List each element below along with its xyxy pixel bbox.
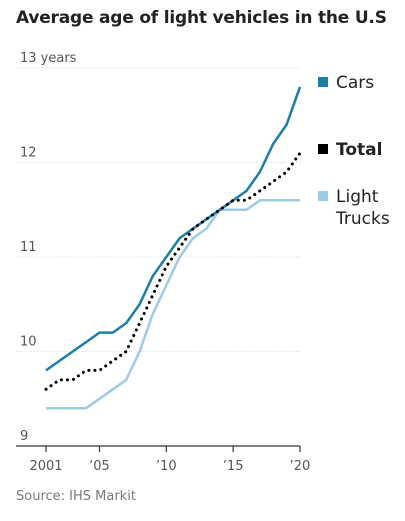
grid-lines	[16, 67, 300, 352]
y-tick-label-11: 11	[20, 240, 37, 255]
x-tick-label-2020: ’20	[290, 459, 311, 474]
y-tick-label-13: 13 years	[20, 51, 77, 66]
y-tick-label-12: 12	[20, 146, 37, 161]
y-tick-labels: 9 10 11 12 13 years	[20, 51, 77, 444]
legend-swatch-light-trucks	[318, 191, 328, 201]
x-tick-label-2005: ’05	[89, 459, 110, 474]
series-lines	[44, 86, 302, 410]
light-trucks-line	[46, 199, 300, 410]
legend: Cars Total Light Trucks	[318, 73, 390, 229]
chart-title: Average age of light vehicles in the U.S	[16, 8, 387, 28]
legend-label-cars: Cars	[336, 73, 374, 93]
total-line	[44, 151, 302, 391]
y-tick-label-9: 9	[20, 429, 28, 444]
source-note: Source: IHS Markit	[16, 489, 136, 504]
legend-label-total: Total	[336, 140, 382, 160]
y-tick-label-10: 10	[20, 335, 37, 350]
legend-swatch-cars	[318, 77, 328, 87]
x-tick-label-2010: ’10	[156, 459, 177, 474]
x-axis: 2001 ’05 ’10 ’15 ’20	[16, 445, 311, 474]
cars-line	[45, 86, 302, 372]
x-tick-label-2015: ’15	[223, 459, 244, 474]
legend-label-light-trucks: Light Trucks	[335, 187, 390, 229]
legend-swatch-total	[318, 144, 328, 154]
x-tick-label-2001: 2001	[29, 459, 62, 474]
